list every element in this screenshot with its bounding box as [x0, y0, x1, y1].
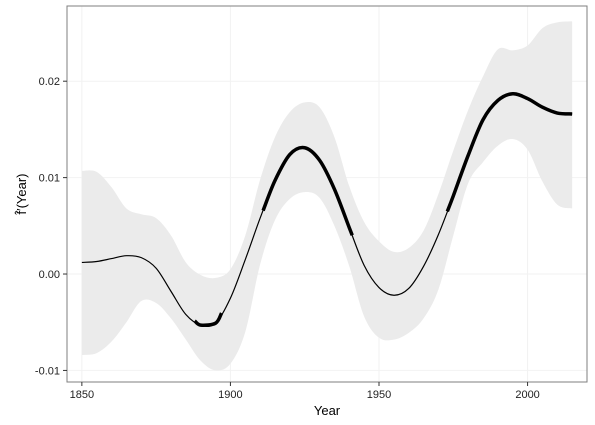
y-tick-label-0: -0.01 [35, 365, 60, 377]
significant-segment-0 [193, 312, 224, 328]
confidence-band-0 [81, 21, 573, 371]
plot-frame [66, 5, 588, 383]
x-axis-title: Year [314, 403, 341, 418]
y-tick-label-1: 0.00 [39, 269, 60, 281]
confidence-band [81, 21, 573, 371]
significant-segment-1 [261, 145, 354, 236]
y-tick-label-3: 0.02 [39, 76, 60, 88]
derivative-curve [81, 91, 573, 328]
axis-ticks: 1850 1900 1950 2000 -0.01 0.00 0.01 0.02 [35, 76, 540, 401]
x-tick-label-0: 1850 [70, 389, 94, 401]
y-tick-label-2: 0.01 [39, 173, 60, 185]
y-axis-title: f̂′(Year) [14, 174, 29, 216]
x-tick-label-2: 1950 [367, 389, 391, 401]
x-tick-label-1: 1900 [218, 389, 242, 401]
x-tick-label-3: 2000 [515, 389, 539, 401]
significant-segment-2 [445, 91, 573, 212]
